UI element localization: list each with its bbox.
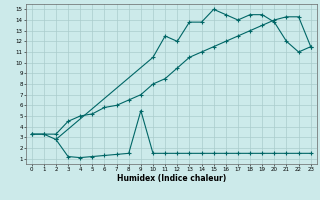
X-axis label: Humidex (Indice chaleur): Humidex (Indice chaleur) xyxy=(116,174,226,183)
